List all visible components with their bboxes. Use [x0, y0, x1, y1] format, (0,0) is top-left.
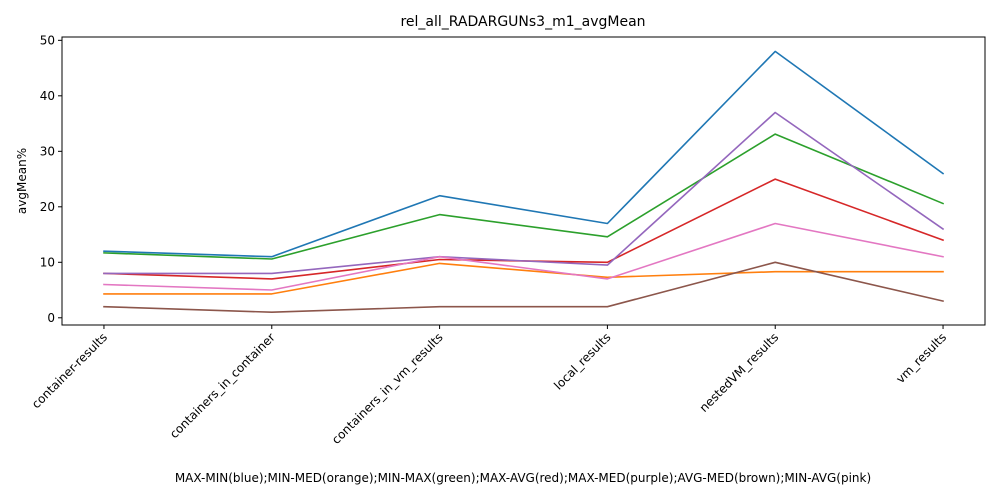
x-tick-label-2: containers_in_vm_results: [329, 330, 446, 447]
y-tick-label-3: 30: [40, 144, 55, 158]
y-axis-label: avgMean%: [15, 148, 29, 214]
x-tick-label-0: container-results: [29, 330, 110, 411]
series-line-3: [103, 178, 945, 280]
series-line-4: [103, 111, 945, 275]
y-tick-label-0: 0: [47, 311, 55, 325]
chart-title: rel_all_RADARGUNs3_m1_avgMean: [400, 14, 645, 30]
y-tick-label-2: 20: [40, 200, 55, 214]
series-line-5: [103, 261, 944, 314]
series-line-1: [103, 262, 944, 295]
series-line-2: [103, 133, 945, 260]
x-tick-label-5: vm_results: [893, 330, 949, 386]
x-axis-label: MAX-MIN(blue);MIN-MED(orange);MIN-MAX(gr…: [175, 471, 871, 485]
series-line-0: [103, 50, 945, 258]
x-tick-label-3: local_results: [551, 330, 613, 392]
x-tick-label-4: nestedVM_results: [697, 330, 782, 415]
series-line-6: [103, 222, 944, 291]
plot-frame: [61, 36, 986, 326]
x-tick-label-1: containers_in_container: [167, 330, 278, 441]
y-tick-label-5: 50: [40, 33, 55, 47]
y-tick-label-1: 10: [40, 255, 55, 269]
y-tick-label-4: 40: [40, 89, 55, 103]
plot-area: 0 10 20 30 40 50 container-results containers_i…: [29, 33, 986, 447]
